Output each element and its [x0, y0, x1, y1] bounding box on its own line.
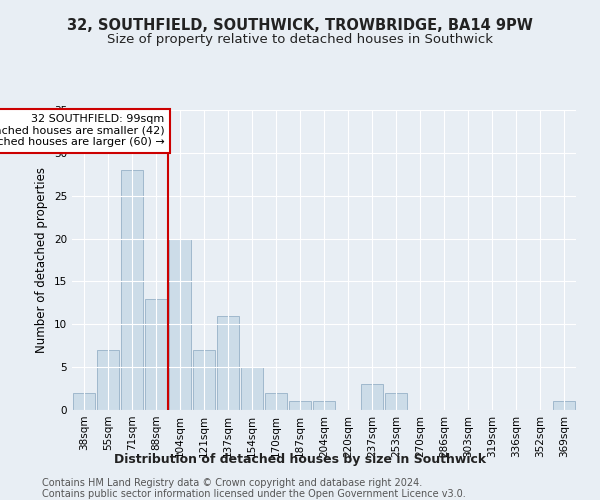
Bar	[289, 402, 311, 410]
Bar	[361, 384, 383, 410]
Text: Contains public sector information licensed under the Open Government Licence v3: Contains public sector information licen…	[42, 489, 466, 499]
Bar	[241, 367, 263, 410]
Bar	[385, 393, 407, 410]
Text: Size of property relative to detached houses in Southwick: Size of property relative to detached ho…	[107, 32, 493, 46]
Bar	[265, 393, 287, 410]
Bar	[169, 238, 191, 410]
Bar	[73, 393, 95, 410]
Bar	[217, 316, 239, 410]
Bar	[553, 402, 575, 410]
Y-axis label: Number of detached properties: Number of detached properties	[35, 167, 49, 353]
Bar	[121, 170, 143, 410]
Bar	[193, 350, 215, 410]
Text: Distribution of detached houses by size in Southwick: Distribution of detached houses by size …	[114, 452, 486, 466]
Bar	[313, 402, 335, 410]
Text: Contains HM Land Registry data © Crown copyright and database right 2024.: Contains HM Land Registry data © Crown c…	[42, 478, 422, 488]
Text: 32, SOUTHFIELD, SOUTHWICK, TROWBRIDGE, BA14 9PW: 32, SOUTHFIELD, SOUTHWICK, TROWBRIDGE, B…	[67, 18, 533, 32]
Text: 32 SOUTHFIELD: 99sqm
← 41% of detached houses are smaller (42)
59% of semi-detac: 32 SOUTHFIELD: 99sqm ← 41% of detached h…	[0, 114, 164, 148]
Bar	[97, 350, 119, 410]
Bar	[145, 298, 167, 410]
